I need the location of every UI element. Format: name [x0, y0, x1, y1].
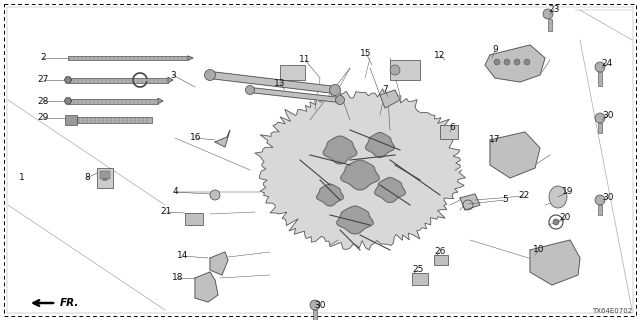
Text: ##: ##: [102, 178, 109, 182]
Circle shape: [246, 85, 255, 94]
Circle shape: [330, 84, 340, 95]
Text: 13: 13: [275, 79, 285, 89]
Circle shape: [494, 59, 500, 65]
Polygon shape: [490, 132, 540, 178]
Polygon shape: [188, 56, 193, 60]
Polygon shape: [209, 72, 335, 93]
Text: 5: 5: [502, 196, 508, 204]
Text: 30: 30: [602, 194, 614, 203]
Circle shape: [553, 219, 559, 225]
Polygon shape: [323, 136, 357, 164]
Text: 28: 28: [37, 97, 49, 106]
Text: 12: 12: [435, 51, 445, 60]
Circle shape: [524, 59, 530, 65]
Text: 23: 23: [548, 4, 560, 13]
Bar: [434, 255, 448, 265]
Text: 17: 17: [489, 135, 500, 145]
Bar: [598, 123, 602, 133]
Text: 18: 18: [172, 274, 184, 283]
Polygon shape: [365, 132, 394, 157]
Polygon shape: [65, 77, 72, 83]
Text: 26: 26: [435, 247, 445, 257]
Circle shape: [335, 95, 344, 105]
Bar: [440, 125, 458, 139]
Bar: [65, 115, 77, 125]
Ellipse shape: [549, 186, 567, 208]
Text: 2: 2: [40, 53, 46, 62]
Bar: [598, 205, 602, 215]
Bar: [280, 65, 305, 80]
Text: 29: 29: [37, 114, 49, 123]
Circle shape: [310, 300, 320, 310]
Polygon shape: [485, 45, 545, 82]
Circle shape: [504, 59, 510, 65]
Polygon shape: [168, 77, 173, 83]
Bar: [598, 72, 602, 86]
Text: 4: 4: [172, 188, 178, 196]
Text: 11: 11: [300, 55, 311, 65]
Bar: [412, 273, 428, 285]
Text: 8: 8: [84, 173, 90, 182]
Text: 6: 6: [449, 123, 455, 132]
Text: 24: 24: [602, 60, 612, 68]
Circle shape: [205, 69, 216, 81]
Bar: [68, 56, 188, 60]
Text: 30: 30: [314, 301, 326, 310]
Text: 10: 10: [533, 245, 545, 254]
Text: 1: 1: [19, 173, 25, 182]
Circle shape: [210, 190, 220, 200]
Circle shape: [390, 65, 400, 75]
Bar: [390, 60, 420, 80]
Text: 19: 19: [563, 188, 573, 196]
Bar: [185, 213, 203, 225]
Text: 25: 25: [412, 266, 424, 275]
Polygon shape: [250, 87, 340, 102]
Text: TX64E0702: TX64E0702: [592, 308, 632, 314]
Circle shape: [543, 9, 553, 19]
Text: 15: 15: [360, 49, 372, 58]
Polygon shape: [380, 90, 400, 108]
Polygon shape: [210, 252, 228, 275]
Polygon shape: [195, 272, 218, 302]
Text: 7: 7: [382, 85, 388, 94]
Circle shape: [595, 195, 605, 205]
Bar: [68, 77, 168, 83]
Text: 14: 14: [177, 252, 189, 260]
Text: 9: 9: [492, 45, 498, 54]
Bar: [77, 117, 152, 123]
Text: 27: 27: [37, 76, 49, 84]
Text: 30: 30: [602, 110, 614, 119]
Polygon shape: [158, 99, 163, 103]
Text: 3: 3: [170, 70, 176, 79]
Bar: [100, 171, 110, 179]
Polygon shape: [255, 89, 465, 250]
Circle shape: [595, 62, 605, 72]
Circle shape: [463, 200, 473, 210]
Circle shape: [514, 59, 520, 65]
Circle shape: [595, 113, 605, 123]
Text: 22: 22: [518, 191, 530, 201]
Polygon shape: [460, 194, 480, 210]
Text: 20: 20: [559, 213, 571, 222]
Bar: [548, 19, 552, 31]
Bar: [313, 310, 317, 320]
Text: 16: 16: [190, 133, 202, 142]
Text: 21: 21: [160, 207, 172, 217]
Polygon shape: [65, 98, 72, 104]
Text: FR.: FR.: [60, 298, 79, 308]
Polygon shape: [340, 160, 380, 190]
Bar: [97, 168, 113, 188]
Polygon shape: [530, 240, 580, 285]
Polygon shape: [317, 184, 344, 206]
Polygon shape: [337, 206, 373, 234]
Polygon shape: [215, 130, 230, 147]
Polygon shape: [374, 178, 406, 203]
Bar: [68, 99, 158, 103]
